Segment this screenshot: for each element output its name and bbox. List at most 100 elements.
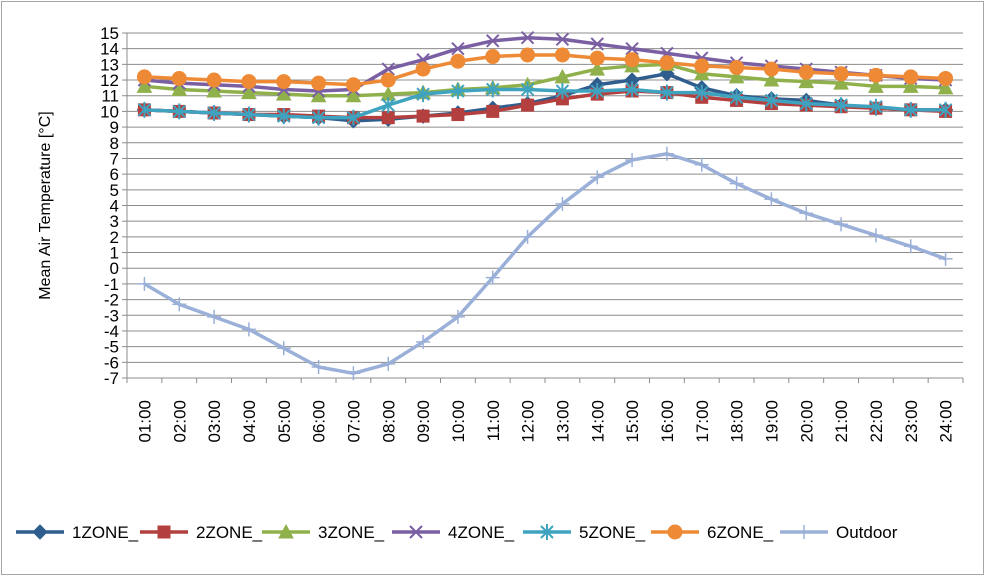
x-tick-label: 15:00	[623, 400, 642, 443]
data-point	[938, 101, 953, 118]
x-tick-label: 19:00	[762, 400, 781, 443]
data-point	[416, 109, 430, 123]
y-tick-label: 11	[101, 87, 119, 106]
data-point	[380, 72, 396, 88]
data-point	[938, 70, 954, 86]
data-point	[728, 68, 745, 84]
x-tick-label: 14:00	[588, 400, 607, 443]
x-tick-label: 24:00	[937, 400, 956, 443]
data-point	[450, 309, 465, 324]
data-point	[520, 47, 536, 63]
x-tick-label: 13:00	[553, 400, 572, 443]
data-point	[172, 297, 187, 312]
legend-item: 2ZONE_	[140, 523, 263, 542]
data-point	[137, 276, 152, 291]
data-point	[171, 70, 187, 86]
data-point	[555, 196, 570, 211]
series-line	[144, 87, 946, 120]
x-tick-label: 03:00	[205, 400, 224, 443]
data-point	[311, 360, 326, 375]
data-point	[381, 97, 395, 114]
data-point	[903, 69, 919, 85]
data-point	[903, 239, 918, 254]
data-point	[868, 228, 883, 243]
y-tick-label: -2	[104, 291, 119, 310]
data-point	[520, 229, 535, 244]
series-5zone	[137, 81, 953, 126]
series-outdoor	[137, 146, 953, 381]
data-point	[694, 157, 709, 172]
x-tick-label: 16:00	[658, 400, 677, 443]
data-point	[764, 192, 779, 207]
data-point	[416, 334, 431, 349]
legend-marker	[278, 523, 294, 539]
data-point	[276, 74, 292, 90]
y-tick-label: 6	[110, 165, 119, 184]
data-point	[451, 41, 465, 56]
data-point	[485, 49, 501, 65]
y-tick-label: 1	[110, 244, 119, 263]
y-tick-label: 3	[110, 212, 119, 231]
data-point	[589, 50, 605, 66]
legend-label: 6ZONE_	[707, 523, 774, 542]
legend: 1ZONE_ 2ZONE_ 3ZONE_ 4ZONE_ 5ZONE_ 6ZONE_ Outd…	[16, 523, 898, 542]
data-point	[345, 77, 361, 93]
data-point	[241, 322, 256, 337]
data-point	[902, 78, 919, 93]
data-point	[834, 217, 849, 232]
y-tick-label: 14	[100, 40, 119, 59]
data-point	[659, 146, 674, 161]
data-point	[346, 109, 361, 126]
y-axis-title: Mean Air Temperature [°C]	[37, 111, 54, 299]
x-tick-label: 04:00	[240, 400, 259, 443]
data-point	[904, 101, 918, 118]
data-point	[381, 356, 396, 371]
x-tick-label: 18:00	[728, 400, 747, 443]
y-tick-label: 12	[100, 71, 119, 90]
gridlines	[127, 32, 963, 379]
y-tick-label: -3	[104, 306, 119, 325]
data-point	[206, 72, 222, 88]
data-point	[207, 104, 221, 121]
data-point	[206, 82, 222, 98]
data-point	[624, 52, 640, 68]
series-6zone	[136, 47, 954, 93]
y-tick-label: 5	[110, 181, 119, 200]
data-point	[937, 79, 954, 95]
x-tick-label: 11:00	[484, 400, 503, 441]
data-point	[242, 106, 256, 123]
data-point	[381, 62, 395, 76]
legend-marker	[409, 525, 423, 539]
series-1zone	[136, 66, 954, 129]
data-point	[589, 61, 606, 76]
data-point	[555, 83, 570, 100]
data-point	[172, 103, 186, 120]
data-point	[625, 41, 639, 56]
series-3zone	[136, 56, 954, 103]
series	[136, 30, 954, 381]
data-point	[590, 83, 604, 100]
axes	[122, 32, 964, 383]
data-point	[763, 71, 780, 87]
y-tick-label: 13	[100, 55, 119, 74]
y-tick-label: -1	[104, 275, 119, 294]
data-point	[451, 83, 465, 100]
data-point	[451, 108, 465, 122]
x-tick-label: 08:00	[379, 400, 398, 443]
data-point	[554, 47, 570, 63]
legend-label: 5ZONE_	[579, 523, 646, 542]
legend-label: Outdoor	[836, 523, 898, 542]
data-point	[695, 84, 709, 101]
legend-item: Outdoor	[780, 523, 898, 542]
data-point	[799, 95, 813, 112]
x-tick-label: 05:00	[275, 400, 294, 443]
data-point	[869, 98, 883, 115]
data-point	[763, 61, 779, 77]
data-point	[625, 81, 639, 98]
data-point	[833, 66, 849, 82]
x-tick-label: 20:00	[797, 400, 816, 443]
legend-item: 1ZONE_	[16, 523, 139, 542]
legend-marker	[32, 524, 48, 540]
data-point	[938, 251, 953, 266]
y-tick-label: 8	[110, 134, 119, 153]
